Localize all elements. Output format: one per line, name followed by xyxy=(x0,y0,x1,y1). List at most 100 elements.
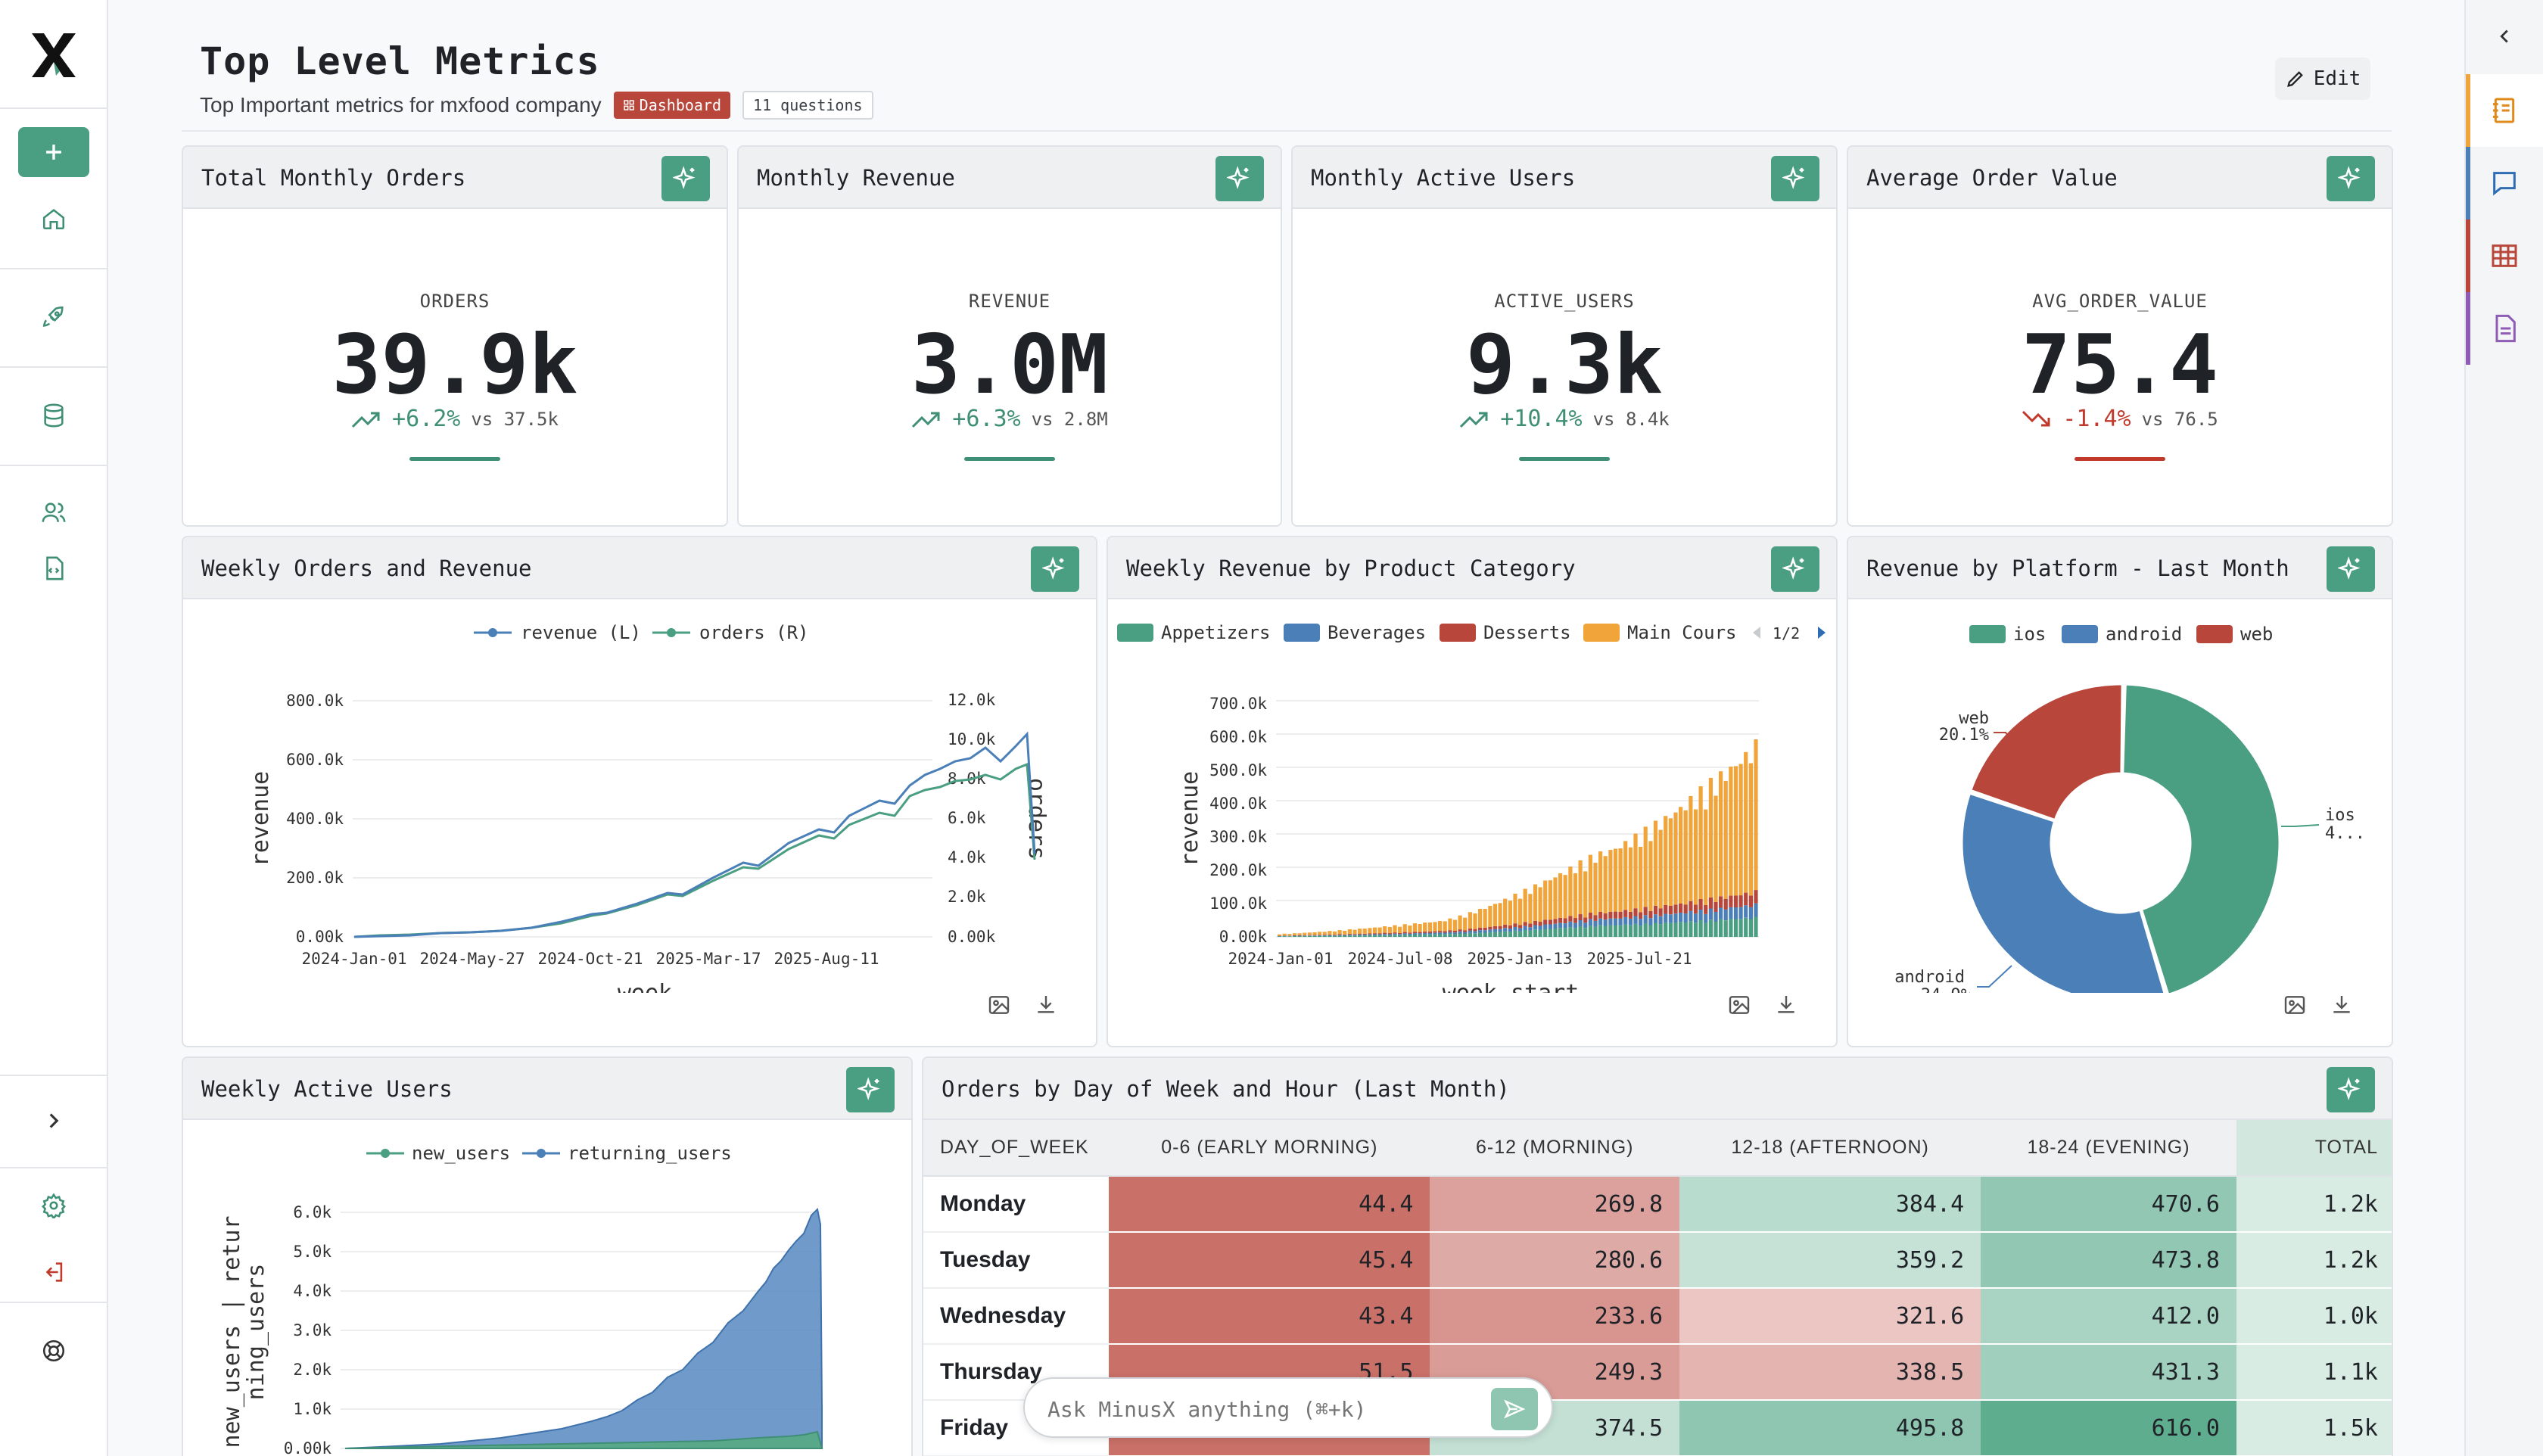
code-file-button[interactable] xyxy=(18,543,89,593)
ask-input[interactable] xyxy=(1047,1394,1471,1424)
donut-slice-android[interactable] xyxy=(1960,792,2166,993)
minusx-logo[interactable] xyxy=(27,29,80,82)
bar-segment-beverages xyxy=(1653,914,1658,923)
chevron-left-icon xyxy=(2500,30,2508,43)
table-tab[interactable] xyxy=(2466,219,2543,292)
column-header[interactable]: 12-18 (AFTERNOON) xyxy=(1679,1120,1981,1177)
notebook-tab[interactable] xyxy=(2466,74,2543,147)
metric-delta: +6.2% vs 37.5k xyxy=(183,406,727,432)
plus-icon xyxy=(46,145,61,160)
ai-sparkle-button[interactable] xyxy=(661,156,710,201)
ai-sparkle-button[interactable] xyxy=(846,1067,895,1112)
image-export-icon[interactable] xyxy=(1727,993,1751,1017)
bar-segment-desserts xyxy=(1689,901,1693,911)
bar-segment-appetizers xyxy=(1362,935,1367,937)
new-button[interactable] xyxy=(18,127,89,177)
collapse-sidebar-button[interactable] xyxy=(2466,0,2543,73)
bar-segment-appetizers xyxy=(1448,934,1452,937)
rocket-button[interactable] xyxy=(18,292,89,342)
bar-segment-appetizers xyxy=(1689,921,1693,937)
bar-segment-appetizers xyxy=(1548,929,1552,937)
delta-compare: vs 8.4k xyxy=(1592,408,1670,430)
bar-segment-desserts xyxy=(1423,931,1427,933)
chat-tab[interactable] xyxy=(2466,147,2543,219)
ai-sparkle-button[interactable] xyxy=(2327,1067,2375,1112)
download-icon[interactable] xyxy=(1034,993,1058,1017)
bar-segment-appetizers xyxy=(1593,926,1598,937)
x-axis-label: week_start xyxy=(1443,980,1580,993)
image-export-icon[interactable] xyxy=(2283,993,2307,1017)
help-button[interactable] xyxy=(18,1326,89,1376)
bar-segment-desserts xyxy=(1358,933,1362,935)
legend-prev-icon[interactable] xyxy=(1753,627,1760,639)
document-tab[interactable] xyxy=(2466,292,2543,365)
chat-icon xyxy=(2493,172,2516,196)
legend: Appetizers Beverages Desserts Main Cours… xyxy=(1117,622,1826,643)
image-export-icon[interactable] xyxy=(987,993,1011,1017)
bar-segment-beverages xyxy=(1297,935,1302,936)
users-button[interactable] xyxy=(18,487,89,537)
x-ticks: 2024-Jan-01 2024-May-27 2024-Oct-21 2025… xyxy=(301,950,879,968)
bar-segment-desserts xyxy=(1593,915,1598,921)
pencil-icon xyxy=(2286,71,2303,87)
bar-segment-appetizers xyxy=(1303,935,1307,937)
ai-sparkle-button[interactable] xyxy=(1031,546,1079,592)
ai-sparkle-button[interactable] xyxy=(1771,156,1819,201)
database-button[interactable] xyxy=(18,390,89,440)
bar-segment-beverages xyxy=(1528,927,1533,931)
bar-segment-beverages xyxy=(1573,922,1578,929)
ai-sparkle-button[interactable] xyxy=(2327,156,2375,201)
bar-segment-desserts xyxy=(1533,920,1538,926)
send-button[interactable] xyxy=(1491,1388,1538,1430)
column-header[interactable]: 18-24 (EVENING) xyxy=(1981,1120,2236,1177)
heatmap-card: Orders by Day of Week and Hour (Last Mon… xyxy=(922,1056,2393,1456)
column-header[interactable]: 0-6 (EARLY MORNING) xyxy=(1109,1120,1430,1177)
edit-button[interactable]: Edit xyxy=(2275,58,2370,100)
bar-segment-main-cours xyxy=(1553,877,1558,919)
metric-card-active-users: Monthly Active Users ACTIVE_USERS 9.3k +… xyxy=(1291,145,1838,527)
x-tick: 2024-Oct-21 xyxy=(537,950,643,968)
bar-segment-appetizers xyxy=(1438,934,1443,937)
legend-next-icon[interactable] xyxy=(1818,627,1826,639)
table-row: Wednesday 43.4 233.6 321.6 412.0 1.0k xyxy=(923,1288,2392,1345)
download-icon[interactable] xyxy=(2330,993,2354,1017)
ai-sparkle-button[interactable] xyxy=(1771,546,1819,592)
bar-segment-main-cours xyxy=(1433,922,1437,932)
ai-sparkle-button[interactable] xyxy=(2327,546,2375,592)
bar-segment-appetizers xyxy=(1598,925,1603,937)
trend-underline xyxy=(409,457,500,461)
column-header[interactable]: TOTAL xyxy=(2236,1120,2392,1177)
revenue-line xyxy=(353,731,1036,938)
download-icon[interactable] xyxy=(1774,993,1798,1017)
expand-nav-button[interactable] xyxy=(18,1096,89,1146)
bar-segment-desserts xyxy=(1387,933,1392,935)
leader-line-web xyxy=(1994,732,2020,751)
bar-segment-appetizers xyxy=(1307,935,1312,937)
bar-segment-beverages xyxy=(1282,935,1287,937)
home-button[interactable] xyxy=(18,194,89,244)
metric-delta: +6.3% vs 2.8M xyxy=(739,406,1281,432)
bar-segment-beverages xyxy=(1683,913,1688,922)
bar-segment-main-cours xyxy=(1458,915,1462,930)
donut-slice-web[interactable] xyxy=(1969,683,2124,822)
legend-dot-returning-users xyxy=(537,1149,546,1158)
total-cell: 1.0k xyxy=(2236,1288,2392,1345)
column-header[interactable]: 6-12 (MORNING) xyxy=(1430,1120,1680,1177)
donut-slice-ios[interactable] xyxy=(2121,683,2281,993)
column-header[interactable]: DAY_OF_WEEK xyxy=(923,1120,1110,1177)
bar-segment-desserts xyxy=(1372,933,1377,935)
metric-label: AVG_ORDER_VALUE xyxy=(2032,291,2208,312)
bar-segment-desserts xyxy=(1412,932,1418,934)
settings-button[interactable] xyxy=(18,1181,89,1230)
delta-value: +6.2% xyxy=(392,406,461,432)
logout-button[interactable] xyxy=(18,1247,89,1297)
bar-segment-main-cours xyxy=(1603,856,1608,913)
bar-segment-appetizers xyxy=(1297,936,1302,937)
left-nav xyxy=(0,0,108,1456)
bar-segment-desserts xyxy=(1433,931,1437,933)
y-axis-label-left: revenue xyxy=(247,771,274,866)
table-row: Tuesday 45.4 280.6 359.2 473.8 1.2k xyxy=(923,1232,2392,1289)
ai-sparkle-button[interactable] xyxy=(1215,156,1264,201)
bar-segment-beverages xyxy=(1623,917,1628,925)
bar-segment-main-cours xyxy=(1492,904,1498,926)
